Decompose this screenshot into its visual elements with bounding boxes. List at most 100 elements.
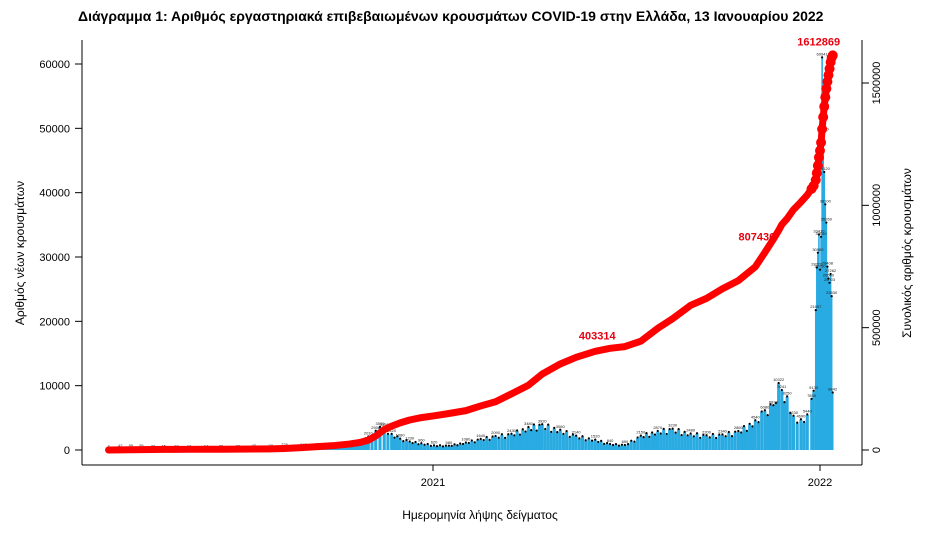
daily-bar <box>404 440 409 450</box>
annotations-group: 403314 807436 1612869 <box>579 36 840 342</box>
daily-point <box>620 443 624 446</box>
daily-bar <box>580 436 585 450</box>
daily-point-label: 1230 <box>405 436 415 441</box>
cumulative-point <box>819 101 830 112</box>
daily-point <box>500 433 504 436</box>
daily-bar <box>745 431 749 450</box>
daily-point-label: 2340 <box>718 428 728 433</box>
daily-point <box>568 435 571 438</box>
daily-point-label: 2870 <box>653 425 663 430</box>
daily-point-label: 28 <box>151 443 156 448</box>
daily-point-label: 4690 <box>796 413 806 418</box>
daily-bar <box>777 383 781 450</box>
daily-point <box>783 401 786 404</box>
daily-bar <box>698 438 702 450</box>
daily-bar <box>529 430 533 450</box>
daily-bar <box>730 436 734 450</box>
daily-point <box>532 423 536 426</box>
daily-point <box>518 433 522 436</box>
daily-bar <box>812 391 815 450</box>
daily-point <box>825 221 828 224</box>
cumulative-point <box>818 112 829 123</box>
daily-bar <box>727 432 731 450</box>
daily-point <box>745 429 748 432</box>
daily-bar <box>674 433 678 450</box>
daily-point <box>608 442 612 446</box>
daily-point <box>757 420 760 424</box>
chart-title: Διάγραμμα 1: Αριθμός εργαστηριακά επιβεβ… <box>78 8 824 24</box>
daily-point <box>806 413 809 416</box>
daily-point <box>730 434 734 438</box>
daily-point-label: 620 <box>431 440 438 445</box>
daily-bar <box>620 445 624 450</box>
daily-bar <box>549 432 553 450</box>
daily-bar <box>565 431 569 450</box>
daily-point <box>645 432 648 435</box>
daily-point <box>467 441 470 445</box>
daily-point <box>830 294 833 298</box>
daily-bar <box>584 440 588 450</box>
daily-bar <box>823 172 826 450</box>
daily-point <box>417 443 420 446</box>
daily-point <box>513 434 516 437</box>
daily-point <box>829 272 832 276</box>
daily-bar <box>435 446 439 450</box>
daily-point <box>538 423 541 426</box>
daily-bar <box>577 438 581 450</box>
cumulative-line-group <box>105 50 838 454</box>
daily-point <box>789 411 792 415</box>
daily-point-label: 27950 <box>814 264 826 269</box>
daily-bar <box>668 429 672 450</box>
daily-point-label: 3480 <box>524 421 534 426</box>
daily-point <box>584 439 587 442</box>
daily-bar <box>782 402 787 450</box>
daily-bar <box>629 441 633 450</box>
daily-bar <box>733 432 737 450</box>
daily-bar <box>535 431 539 450</box>
daily-point <box>603 442 606 445</box>
daily-point <box>459 442 462 445</box>
daily-bar <box>711 434 715 450</box>
daily-bar <box>724 436 728 450</box>
daily-bar <box>611 445 615 450</box>
daily-bar <box>552 428 556 450</box>
daily-bar <box>802 422 806 450</box>
daily-bar <box>810 399 813 450</box>
daily-point <box>420 442 423 445</box>
daily-bar <box>506 434 510 450</box>
daily-point <box>461 442 465 446</box>
daily-point-label: 33410 <box>813 229 825 234</box>
daily-bar <box>479 439 483 450</box>
daily-bar <box>717 435 721 450</box>
daily-point <box>553 426 556 429</box>
daily-point <box>429 444 432 447</box>
daily-bar <box>488 440 492 450</box>
daily-point <box>485 435 488 439</box>
daily-point <box>689 432 692 435</box>
daily-point <box>814 308 817 312</box>
daily-bar <box>350 446 354 450</box>
daily-point <box>550 430 553 433</box>
daily-bar <box>750 426 755 450</box>
daily-bar <box>476 440 480 450</box>
daily-bar <box>494 436 498 450</box>
daily-point <box>760 410 763 413</box>
daily-bar <box>587 438 591 450</box>
y-left-tick-label: 0 <box>64 445 70 457</box>
daily-point <box>633 440 636 443</box>
daily-bar <box>632 442 637 450</box>
cumulative-point <box>812 160 823 171</box>
daily-bar <box>395 436 399 450</box>
daily-bar <box>473 442 477 450</box>
daily-point <box>792 414 795 417</box>
daily-bar <box>623 445 627 450</box>
daily-bar <box>558 430 562 450</box>
daily-bar <box>827 279 830 450</box>
daily-point-label: 2150 <box>636 430 646 435</box>
daily-point-label: 3500 <box>376 421 386 426</box>
daily-point-label: 8842 <box>828 387 838 392</box>
daily-point <box>816 251 819 254</box>
daily-bar <box>599 441 603 450</box>
daily-bar <box>467 443 471 450</box>
daily-point <box>708 436 711 439</box>
